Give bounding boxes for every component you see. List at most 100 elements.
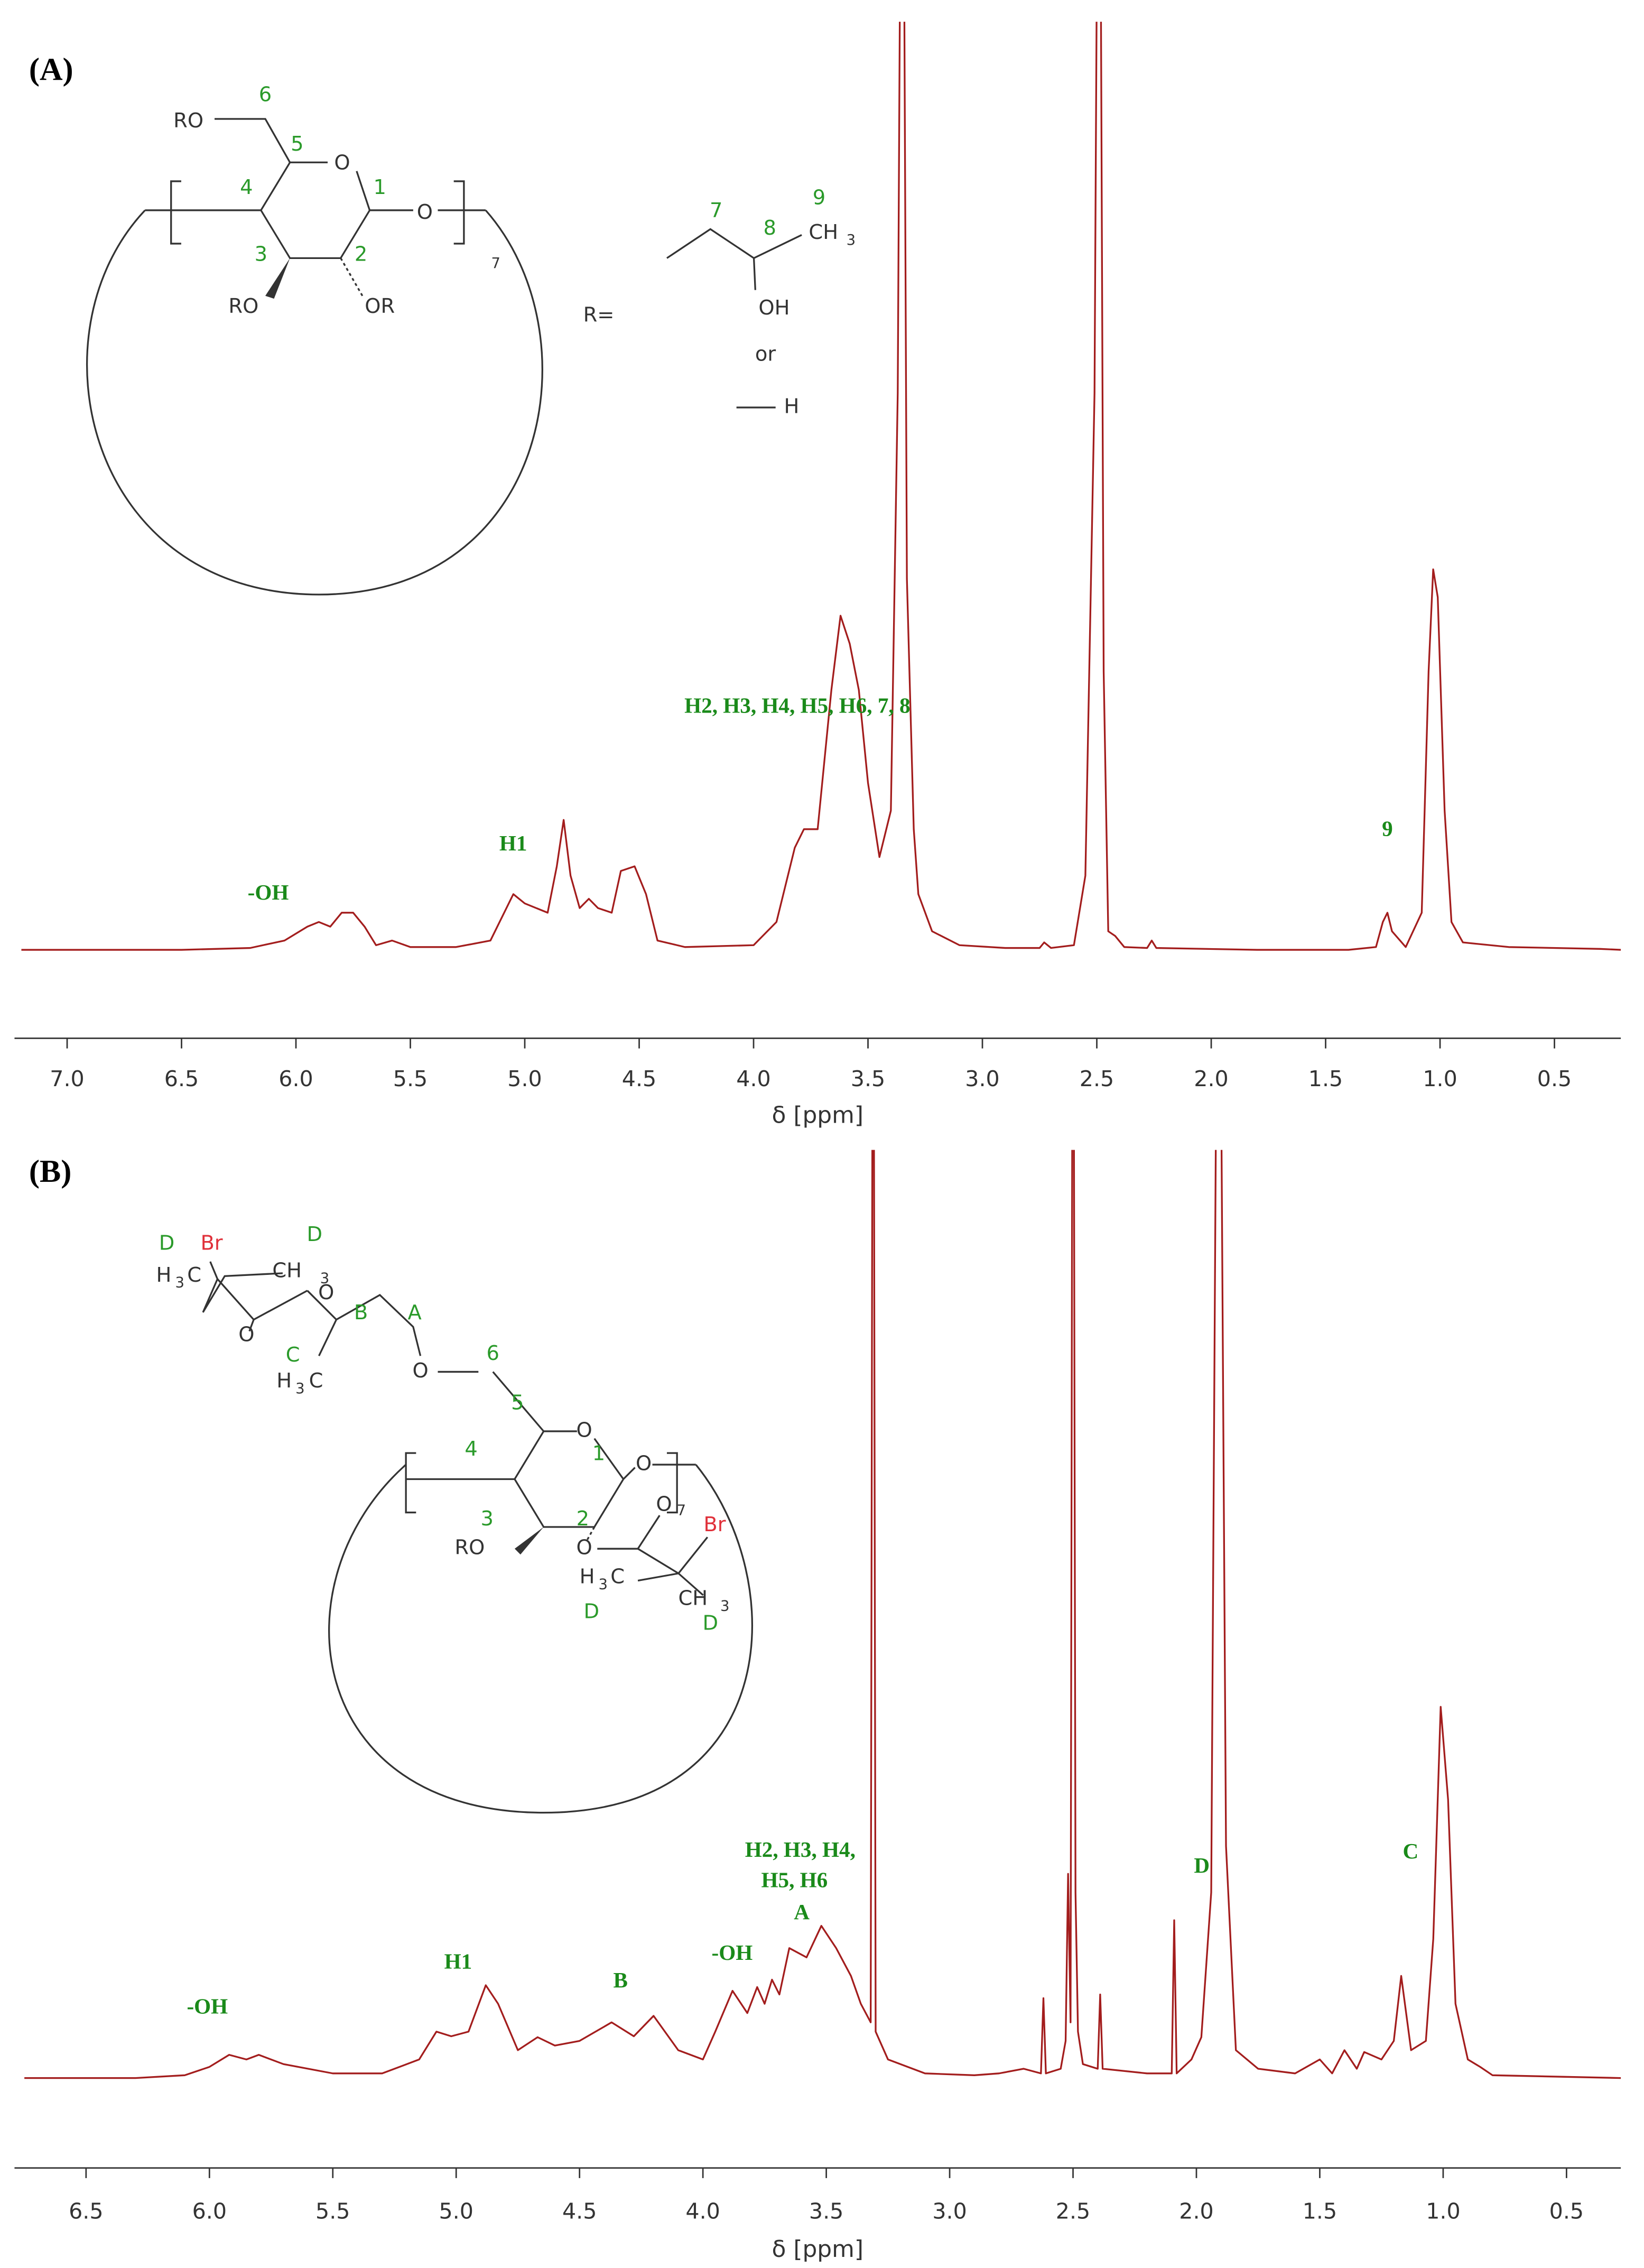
structure-label: 3 <box>481 1507 494 1531</box>
x-tick-label: 7.0 <box>50 1066 84 1091</box>
x-tick-label: 2.5 <box>1080 1066 1114 1091</box>
structure-b <box>202 1261 754 1814</box>
structure-label: D <box>159 1232 175 1255</box>
structure-label: OR <box>365 294 395 318</box>
structure-label: 7 <box>677 1502 686 1519</box>
x-tick-label: 2.5 <box>1056 2199 1090 2224</box>
structure-label: O <box>576 1536 592 1560</box>
x-tick-label: 0.5 <box>1537 1066 1572 1091</box>
structure-label: CH <box>809 220 838 244</box>
peak-annotation: H5, H6 <box>761 1868 828 1892</box>
panel-label: (A) <box>29 52 73 87</box>
structure-label: 3 <box>175 1275 184 1291</box>
structure-label: O <box>636 1452 652 1476</box>
x-tick-label: 3.0 <box>965 1066 999 1091</box>
x-tick-label: 4.0 <box>685 2199 720 2224</box>
x-tick-label: 5.5 <box>393 1066 428 1091</box>
structure-label: 3 <box>599 1576 608 1593</box>
structure-label: H <box>580 1565 595 1589</box>
x-tick-label: 1.5 <box>1303 2199 1337 2224</box>
structure-label: 6 <box>259 83 272 107</box>
x-tick-label: 2.0 <box>1194 1066 1228 1091</box>
peak-annotation: B <box>613 1968 627 1992</box>
structure-label: 3 <box>847 232 856 248</box>
structure-label: Br <box>200 1232 222 1255</box>
peak-annotation: 9 <box>1382 817 1393 841</box>
x-tick-label: 4.0 <box>736 1066 770 1091</box>
x-tick-label: 6.5 <box>164 1066 199 1091</box>
peak-annotation: H2, H3, H4, H5, H6, 7, 8 <box>684 693 910 717</box>
structure-a <box>86 118 802 596</box>
structure-label: C <box>309 1369 323 1393</box>
panel-label: (B) <box>29 1154 71 1189</box>
x-tick-label: 3.0 <box>932 2199 967 2224</box>
structure-label: CH <box>272 1259 302 1283</box>
structure-label: R= <box>583 303 615 327</box>
x-axis-label: δ [ppm] <box>772 1102 863 1129</box>
structure-label: O <box>656 1492 672 1516</box>
structure-label: 2 <box>577 1507 589 1531</box>
peak-annotation: -OH <box>187 1994 228 2018</box>
peak-annotation: H1 <box>444 1949 472 1973</box>
x-tick-label: 5.0 <box>507 1066 542 1091</box>
structure-label: Br <box>703 1513 726 1536</box>
x-tick-label: 6.5 <box>69 2199 103 2224</box>
x-axis-label: δ [ppm] <box>772 2236 863 2263</box>
structure-label: OH <box>758 296 790 320</box>
x-tick-label: 1.5 <box>1308 1066 1343 1091</box>
peak-annotation: D <box>1194 1853 1210 1877</box>
structure-label: A <box>407 1301 421 1325</box>
structure-label: 1 <box>592 1441 605 1465</box>
structure-label: C <box>187 1263 201 1287</box>
structure-label: 7 <box>491 255 500 272</box>
peak-annotation: H1 <box>499 831 527 855</box>
x-tick-label: 4.5 <box>622 1066 656 1091</box>
structure-label: H <box>276 1369 292 1393</box>
peak-annotation: -OH <box>712 1940 753 1965</box>
peak-annotation: A <box>794 1900 810 1924</box>
structure-label: 3 <box>320 1270 329 1286</box>
structure-label: CH <box>678 1587 708 1610</box>
structure-label: H <box>156 1263 172 1287</box>
peak-annotation: H2, H3, H4, <box>745 1837 856 1862</box>
structure-label: O <box>417 200 433 224</box>
x-tick-label: 1.0 <box>1423 1066 1457 1091</box>
structure-label: O <box>238 1322 254 1346</box>
structure-label: 6 <box>487 1341 499 1365</box>
structure-label: 3 <box>720 1598 729 1614</box>
structure-label: RO <box>173 109 203 133</box>
structure-label: 4 <box>465 1437 477 1461</box>
x-tick-label: 4.5 <box>562 2199 597 2224</box>
x-tick-label: 6.0 <box>192 2199 227 2224</box>
structure-label: O <box>576 1418 592 1442</box>
structure-label: 1 <box>374 175 386 199</box>
x-tick-label: 0.5 <box>1549 2199 1584 2224</box>
spectrum-line <box>24 1150 1621 2079</box>
structure-label: 5 <box>511 1391 524 1414</box>
structure-label: O <box>412 1359 428 1383</box>
structure-label: or <box>755 342 776 366</box>
structure-label: 8 <box>764 216 776 240</box>
x-tick-label: 5.0 <box>439 2199 473 2224</box>
structure-label: D <box>702 1611 718 1635</box>
x-tick-label: 2.0 <box>1179 2199 1213 2224</box>
structure-label: 4 <box>240 175 253 199</box>
structure-label: RO <box>228 294 258 318</box>
structure-label: O <box>318 1281 334 1304</box>
x-tick-label: 5.5 <box>315 2199 350 2224</box>
structure-label: B <box>354 1301 368 1325</box>
structure-label: 3 <box>255 242 267 266</box>
structure-label: 2 <box>355 242 367 266</box>
peak-annotation: C <box>1402 1839 1418 1863</box>
structure-label: 9 <box>813 186 825 209</box>
structure-label: 5 <box>291 132 303 156</box>
structure-label: C <box>286 1343 300 1367</box>
structure-label: O <box>334 151 350 175</box>
x-tick-label: 6.0 <box>278 1066 313 1091</box>
structure-label: C <box>610 1565 625 1589</box>
structure-label: RO <box>454 1536 485 1560</box>
structure-label: H <box>784 394 799 418</box>
x-tick-label: 1.0 <box>1426 2199 1460 2224</box>
structure-label: 7 <box>710 199 722 223</box>
